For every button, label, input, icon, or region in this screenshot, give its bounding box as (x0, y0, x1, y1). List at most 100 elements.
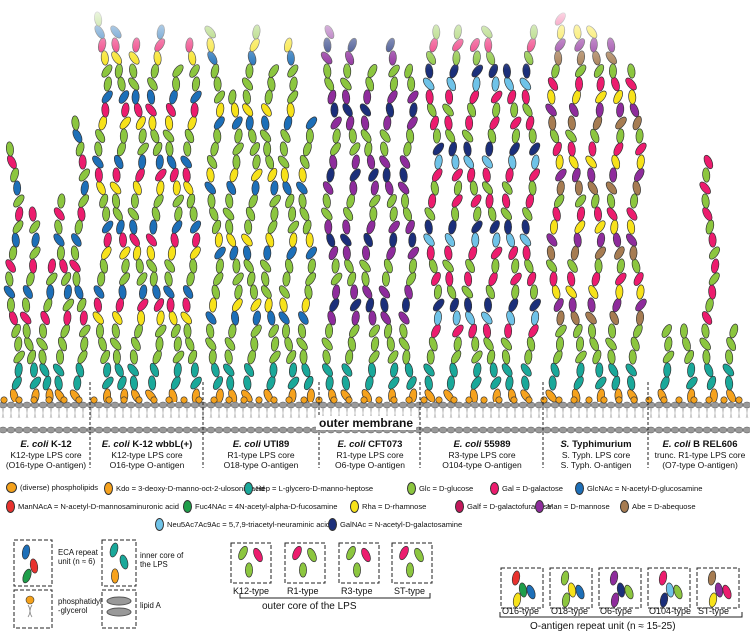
sugar-unit (612, 297, 622, 313)
sugar-unit (531, 154, 540, 170)
sugar-unit (725, 349, 734, 365)
sugar-unit (402, 206, 412, 222)
sugar-unit (252, 310, 261, 326)
sugar-unit (346, 545, 356, 561)
sugar-unit (264, 297, 273, 313)
sugar-unit (512, 592, 522, 608)
sugar-unit (304, 284, 313, 300)
sugar-unit (360, 115, 370, 131)
sugar-unit (568, 102, 579, 118)
sugar-unit (118, 284, 127, 300)
sugar-unit (706, 375, 717, 391)
sugar-unit (725, 375, 734, 391)
legend-text: Galf = D-galactofuranose (467, 502, 552, 511)
legend-item: Gal = D-galactose (490, 482, 563, 495)
sugar-unit (463, 141, 472, 157)
sugar-unit (707, 570, 717, 586)
sugar-unit (501, 181, 513, 195)
sugar-unit (552, 206, 561, 222)
sugar-unit (428, 258, 438, 274)
legend-item: Galf = D-galactofuranose (455, 500, 552, 513)
sugar-unit (119, 116, 131, 130)
strain-core-type: S. Typh. LPS core (561, 450, 631, 460)
sugar-unit (341, 375, 350, 391)
sugar-unit (265, 154, 275, 170)
sugar-unit (305, 232, 314, 248)
sugar-unit (576, 206, 586, 222)
sugar-unit (146, 245, 155, 261)
sugar-unit (407, 76, 416, 92)
sugar-unit (469, 89, 480, 105)
sugar-unit (612, 232, 622, 248)
sugar-unit (184, 128, 195, 144)
sugar-unit (510, 102, 519, 118)
sugar-unit (251, 180, 260, 196)
sugar-unit (702, 167, 711, 183)
sugar-unit (38, 323, 47, 339)
sugar-unit (241, 77, 254, 91)
sugar-unit (345, 115, 355, 131)
strain-label-4: E. coli CFT073 R1-type LPS core O6-type O-… (315, 439, 425, 471)
sugar-unit (208, 349, 217, 365)
sugar-unit (605, 337, 617, 351)
sugar-unit (325, 323, 334, 339)
sugar-unit (164, 271, 173, 287)
sugar-unit (249, 284, 258, 300)
sugar-chains (3, 11, 739, 404)
sugar-unit (368, 362, 377, 378)
sugar-unit (587, 297, 596, 313)
sugar-unit (409, 102, 418, 118)
sugar-unit (280, 129, 291, 143)
sugar-unit (524, 349, 533, 365)
sugar-unit (170, 232, 179, 248)
sugar-unit (170, 324, 181, 338)
strain-genus: E. coli (453, 439, 482, 450)
sugar-unit (595, 362, 604, 378)
sugar-unit (245, 115, 254, 131)
sugar-unit (404, 362, 414, 378)
sugar-unit (46, 272, 58, 286)
sugar-unit (432, 298, 445, 312)
legend-item: Kdo = 3-deoxy-D-manno-oct-2-ulosonic aci… (104, 482, 265, 495)
strain-genus: E. coli (101, 439, 130, 450)
strain-label-6: S. Typhimurium S. Typh. LPS core S. Typh. … (541, 440, 651, 471)
sugar-unit (259, 129, 272, 143)
sugar-unit (130, 337, 141, 351)
sugar-unit (511, 284, 520, 300)
sugar-unit (101, 246, 112, 260)
sugar-unit (342, 219, 351, 235)
sugar-unit (610, 219, 619, 235)
strain-id: K-12 (48, 439, 72, 450)
sugar-unit (238, 545, 248, 561)
sugar-unit (150, 128, 160, 144)
sugar-unit (442, 259, 454, 273)
sugar-unit (137, 142, 149, 156)
sugar-unit (406, 562, 414, 578)
sugar-unit (132, 245, 142, 261)
legend-text: (diverse) phospholipids (20, 483, 99, 492)
sugar-unit (277, 155, 290, 169)
sugar-unit (303, 375, 314, 391)
sugar-unit (349, 168, 361, 182)
sugar-unit (5, 271, 14, 287)
sugar-unit (330, 116, 342, 130)
sugar-unit (189, 220, 202, 234)
sugar-unit (616, 258, 625, 274)
sugar-unit (285, 193, 295, 209)
sugar-unit (329, 298, 340, 312)
sugar-unit (250, 324, 262, 338)
sugar-unit (361, 547, 371, 563)
sugar-unit (433, 284, 442, 300)
sugar-unit (103, 362, 112, 378)
sugar-unit (451, 206, 460, 222)
sugar-unit (673, 584, 683, 600)
sugar-unit (467, 167, 476, 183)
sugar-unit (626, 207, 638, 221)
legend-swatch (6, 500, 15, 513)
sugar-unit (328, 245, 339, 261)
sugar-unit (403, 141, 412, 157)
sugar-unit (701, 193, 710, 209)
strain-genus: E. coli (337, 439, 366, 450)
sugar-unit (349, 324, 360, 338)
sugar-unit (490, 246, 503, 260)
